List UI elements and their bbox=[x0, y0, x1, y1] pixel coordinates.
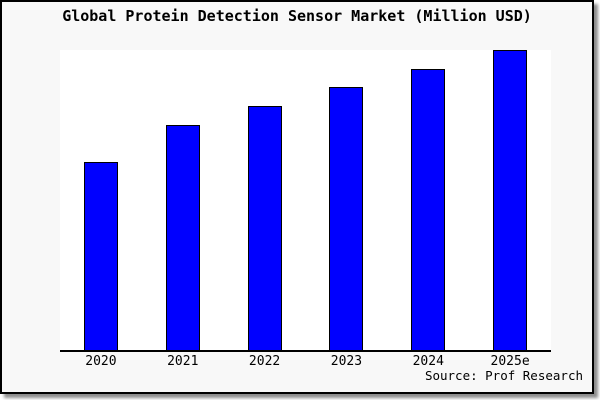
x-tick-label-2024: 2024 bbox=[412, 354, 444, 369]
x-axis-line bbox=[60, 350, 551, 352]
x-tick-label-2023: 2023 bbox=[330, 354, 363, 369]
x-tick-label-2020: 2020 bbox=[85, 354, 117, 369]
chart-title: Global Protein Detection Sensor Market (… bbox=[62, 7, 532, 25]
x-tick-label-2021: 2021 bbox=[167, 354, 199, 369]
bar-2023 bbox=[329, 86, 364, 350]
x-tick-label-2022: 2022 bbox=[248, 354, 281, 369]
chart-frame: Global Protein Detection Sensor Market (… bbox=[0, 0, 594, 394]
bar-2021 bbox=[165, 125, 200, 350]
plot-area bbox=[60, 50, 551, 350]
x-tick-label-2025e: 2025e bbox=[490, 354, 530, 369]
source-note: Source: Prof Research bbox=[424, 368, 583, 383]
bar-2025e bbox=[493, 50, 528, 350]
bar-2022 bbox=[247, 106, 282, 350]
bar-2020 bbox=[83, 161, 118, 350]
bar-2024 bbox=[411, 68, 446, 350]
